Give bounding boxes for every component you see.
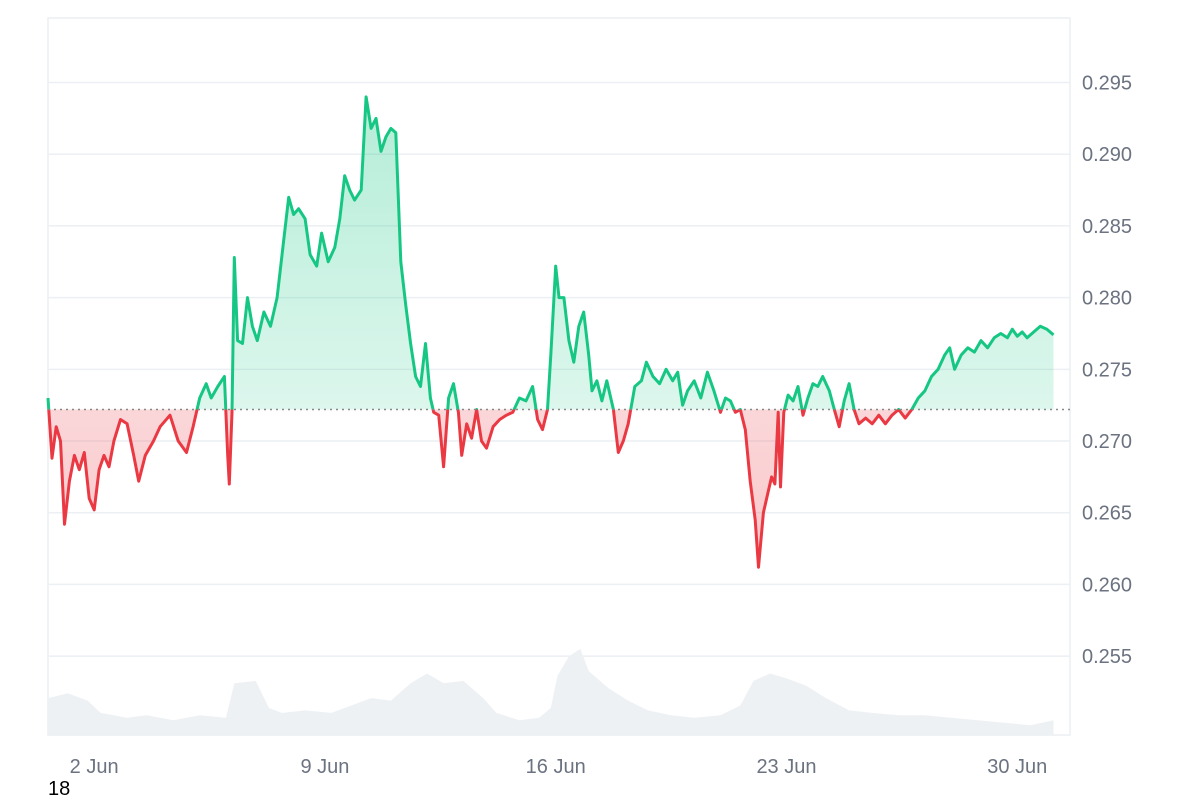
y-tick-label: 0.255	[1082, 646, 1132, 668]
y-tick-label: 0.270	[1082, 431, 1132, 453]
x-tick-label: 16 Jun	[526, 756, 586, 778]
x-tick-label: 9 Jun	[300, 756, 349, 778]
x-tick-label: 2 Jun	[70, 756, 119, 778]
x-axis-ticks: 2 Jun 9 Jun 16 Jun 23 Jun 30 Jun	[70, 756, 1048, 778]
y-tick-label: 0.260	[1082, 574, 1132, 596]
price-fill-up	[48, 96, 1054, 410]
y-tick-label: 0.280	[1082, 288, 1132, 310]
y-tick-label: 0.285	[1082, 216, 1132, 238]
price-line	[46, 95, 1055, 569]
volume-area	[48, 648, 1054, 735]
y-axis-ticks: 0.295 0.290 0.285 0.280 0.275 0.270 0.265 0.260…	[1082, 73, 1132, 669]
x-tick-label: 23 Jun	[756, 756, 816, 778]
volume-shape	[48, 648, 1054, 735]
price-fill	[48, 96, 1054, 568]
y-tick-label: 0.275	[1082, 359, 1132, 381]
y-tick-label: 0.265	[1082, 503, 1132, 525]
corner-label: 18	[48, 778, 71, 800]
y-tick-label: 0.290	[1082, 144, 1132, 166]
x-tick-label: 30 Jun	[987, 756, 1047, 778]
price-fill-down	[48, 409, 1054, 568]
y-tick-label: 0.295	[1082, 73, 1132, 95]
price-line-up	[46, 95, 1055, 410]
